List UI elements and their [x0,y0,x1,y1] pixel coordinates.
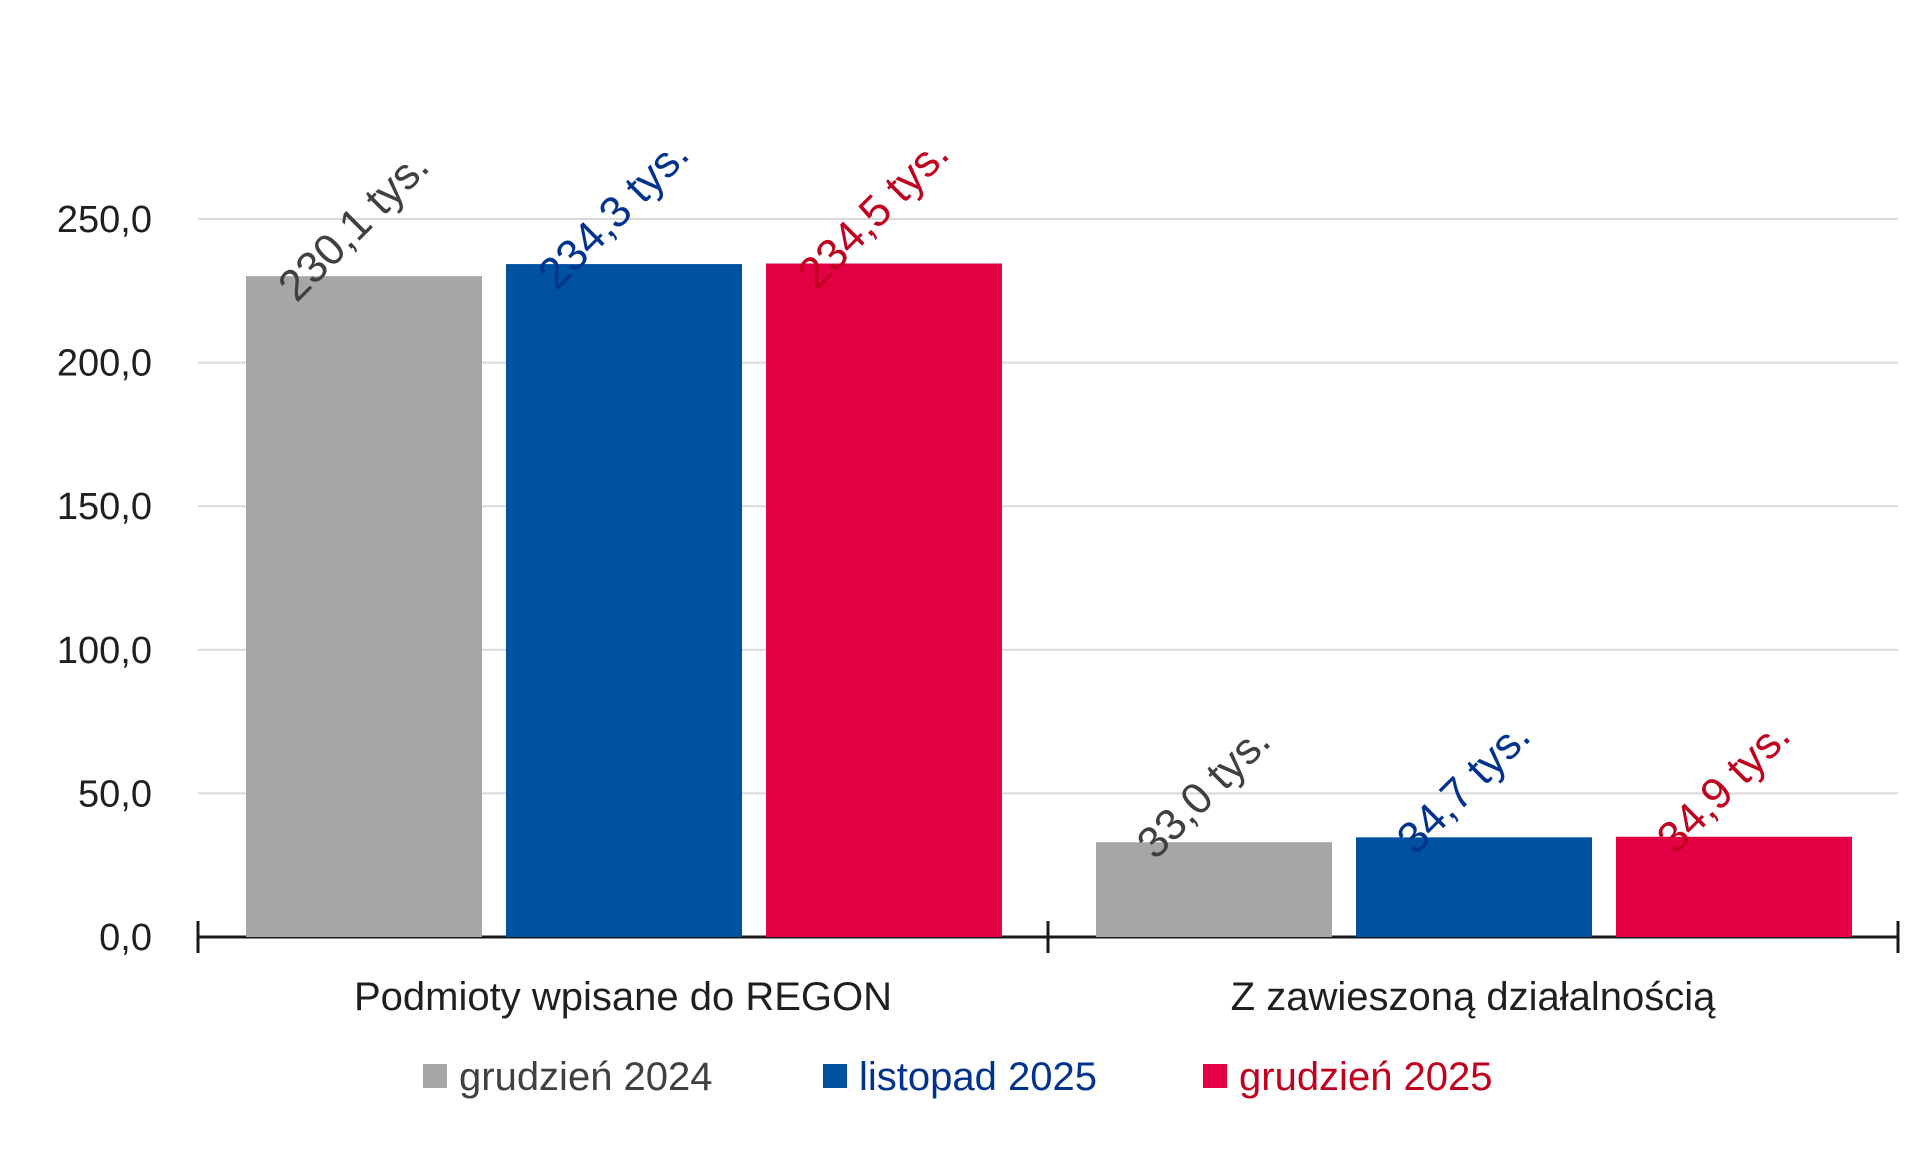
y-tick-label: 200,0 [57,343,152,385]
legend-swatch [1203,1064,1227,1088]
legend-swatch [423,1064,447,1088]
legend-label: grudzień 2025 [1239,1055,1493,1099]
y-tick-label: 250,0 [57,199,152,241]
y-tick-label: 150,0 [57,486,152,528]
y-tick-label: 0,0 [99,917,152,959]
x-category-label: Podmioty wpisane do REGON [354,975,892,1019]
bar-2-2 [1356,837,1592,937]
legend-label: listopad 2025 [859,1055,1097,1099]
y-tick-label: 50,0 [78,773,152,815]
y-tick-label: 100,0 [57,630,152,672]
bar-1-1 [246,276,482,937]
legend-label: grudzień 2024 [459,1055,713,1099]
legend-swatch [823,1064,847,1088]
bar-2-1 [506,264,742,937]
x-category-label: Z zawieszoną działalnością [1231,975,1716,1019]
bar-3-2 [1616,836,1852,937]
bar-1-2 [1096,842,1332,937]
bar-3-1 [766,263,1002,937]
